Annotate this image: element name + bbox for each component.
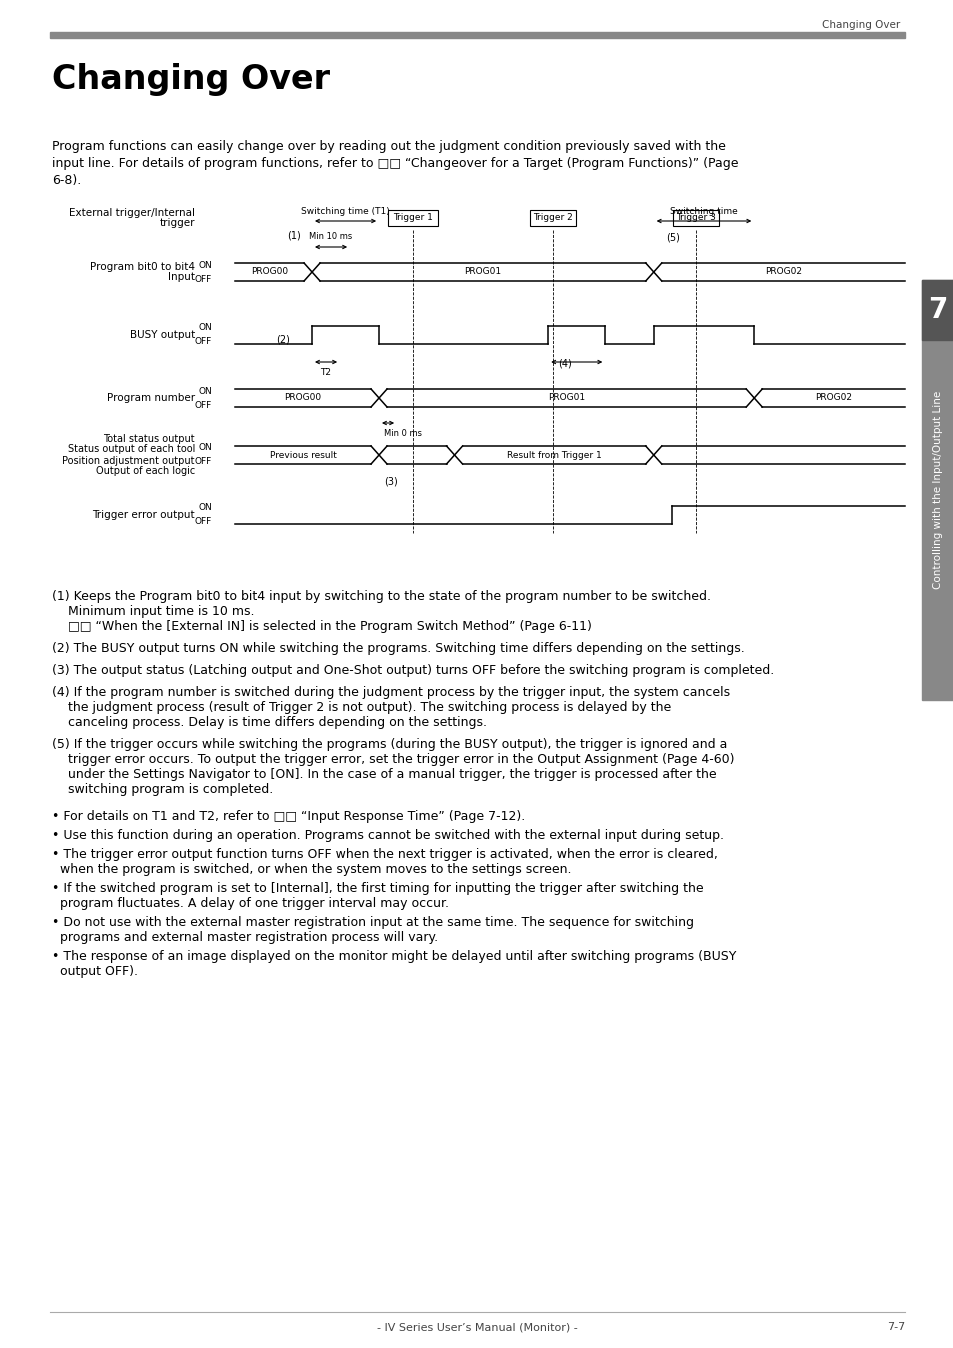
Text: OFF: OFF [194, 275, 212, 283]
Text: (2): (2) [275, 334, 290, 344]
Text: BUSY output: BUSY output [130, 330, 194, 340]
Bar [921, 280, 953, 340]
Text: PROG02: PROG02 [814, 394, 851, 403]
Text: External trigger/Internal: External trigger/Internal [69, 208, 194, 217]
Text: Changing Over: Changing Over [821, 20, 899, 30]
Text: (1) Keeps the Program bit0 to bit4 input by switching to the state of the progra: (1) Keeps the Program bit0 to bit4 input… [52, 590, 710, 603]
Text: Position adjustment output: Position adjustment output [63, 456, 194, 465]
Text: PROG02: PROG02 [764, 267, 801, 276]
Text: Changing Over: Changing Over [52, 63, 330, 97]
Text: • For details on T1 and T2, refer to □□ “Input Response Time” (Page 7-12).: • For details on T1 and T2, refer to □□ … [52, 810, 525, 824]
Text: Trigger 1: Trigger 1 [393, 213, 432, 222]
Text: Input: Input [168, 272, 194, 283]
Text: 6-8).: 6-8). [52, 174, 81, 187]
Bar [387, 210, 437, 226]
Text: programs and external master registration process will vary.: programs and external master registratio… [60, 931, 437, 944]
Text: Status output of each tool: Status output of each tool [68, 445, 194, 454]
Text: • Use this function during an operation. Programs cannot be switched with the ex: • Use this function during an operation.… [52, 829, 723, 842]
Text: Controlling with the Input/Output Line: Controlling with the Input/Output Line [932, 391, 942, 589]
Text: PROG00: PROG00 [284, 394, 321, 403]
Text: • The trigger error output function turns OFF when the next trigger is activated: • The trigger error output function turn… [52, 848, 717, 861]
Text: the judgment process (result of Trigger 2 is not output). The switching process : the judgment process (result of Trigger … [68, 701, 671, 714]
Text: canceling process. Delay is time differs depending on the settings.: canceling process. Delay is time differs… [68, 716, 486, 729]
Text: trigger: trigger [159, 218, 194, 229]
Text: 7: 7 [927, 297, 946, 324]
Text: ON: ON [198, 504, 212, 512]
Text: PROG01: PROG01 [548, 394, 584, 403]
Text: OFF: OFF [194, 518, 212, 527]
Text: Trigger 2: Trigger 2 [533, 213, 573, 222]
Text: Switching time (T1): Switching time (T1) [301, 208, 390, 216]
Text: (4) If the program number is switched during the judgment process by the trigger: (4) If the program number is switched du… [52, 686, 729, 700]
Text: (5): (5) [665, 232, 679, 243]
Text: ON: ON [198, 260, 212, 270]
Text: input line. For details of program functions, refer to □□ “Changeover for a Targ: input line. For details of program funct… [52, 156, 738, 170]
Text: ON: ON [198, 324, 212, 333]
Text: OFF: OFF [194, 400, 212, 410]
Text: Previous result: Previous result [270, 450, 336, 460]
Text: PROG01: PROG01 [464, 267, 501, 276]
Text: 7-7: 7-7 [886, 1322, 904, 1332]
Text: trigger error occurs. To output the trigger error, set the trigger error in the : trigger error occurs. To output the trig… [68, 754, 734, 766]
Text: • The response of an image displayed on the monitor might be delayed until after: • The response of an image displayed on … [52, 950, 736, 962]
Text: Minimum input time is 10 ms.: Minimum input time is 10 ms. [68, 605, 254, 617]
Text: (3) The output status (Latching output and One-Shot output) turns OFF before the: (3) The output status (Latching output a… [52, 665, 774, 677]
Text: (5) If the trigger occurs while switching the programs (during the BUSY output),: (5) If the trigger occurs while switchin… [52, 737, 726, 751]
Text: Trigger 3: Trigger 3 [676, 213, 715, 222]
Bar [921, 280, 953, 700]
Text: Switching time: Switching time [669, 208, 737, 216]
Text: (4): (4) [558, 359, 572, 369]
Text: □□ “When the [External IN] is selected in the Program Switch Method” (Page 6-11): □□ “When the [External IN] is selected i… [68, 620, 591, 634]
Text: ON: ON [198, 387, 212, 395]
Text: • Do not use with the external master registration input at the same time. The s: • Do not use with the external master re… [52, 917, 693, 929]
Text: Program number: Program number [107, 394, 194, 403]
Bar [672, 210, 719, 226]
Text: OFF: OFF [194, 337, 212, 346]
Text: ON: ON [198, 443, 212, 453]
Text: Program bit0 to bit4: Program bit0 to bit4 [90, 262, 194, 271]
Text: (3): (3) [384, 477, 397, 487]
Text: • If the switched program is set to [Internal], the first timing for inputting t: • If the switched program is set to [Int… [52, 882, 703, 895]
Text: Min 0 ms: Min 0 ms [384, 429, 421, 438]
Text: (2) The BUSY output turns ON while switching the programs. Switching time differ: (2) The BUSY output turns ON while switc… [52, 642, 744, 655]
Text: T2: T2 [320, 368, 332, 377]
Text: switching program is completed.: switching program is completed. [68, 783, 273, 797]
Text: program fluctuates. A delay of one trigger interval may occur.: program fluctuates. A delay of one trigg… [60, 896, 449, 910]
Text: output OFF).: output OFF). [60, 965, 138, 979]
Bar [50, 32, 904, 38]
Text: Output of each logic: Output of each logic [95, 466, 194, 476]
Bar [530, 210, 576, 226]
Text: - IV Series User’s Manual (Monitor) -: - IV Series User’s Manual (Monitor) - [376, 1322, 577, 1332]
Text: Total status output: Total status output [103, 434, 194, 443]
Text: Result from Trigger 1: Result from Trigger 1 [506, 450, 601, 460]
Text: (1): (1) [287, 231, 300, 240]
Text: when the program is switched, or when the system moves to the settings screen.: when the program is switched, or when th… [60, 863, 571, 876]
Text: Trigger error output: Trigger error output [92, 510, 194, 520]
Text: Min 10 ms: Min 10 ms [309, 232, 353, 241]
Text: PROG00: PROG00 [251, 267, 288, 276]
Text: under the Settings Navigator to [ON]. In the case of a manual trigger, the trigg: under the Settings Navigator to [ON]. In… [68, 768, 716, 780]
Text: Program functions can easily change over by reading out the judgment condition p: Program functions can easily change over… [52, 140, 725, 154]
Text: OFF: OFF [194, 457, 212, 466]
